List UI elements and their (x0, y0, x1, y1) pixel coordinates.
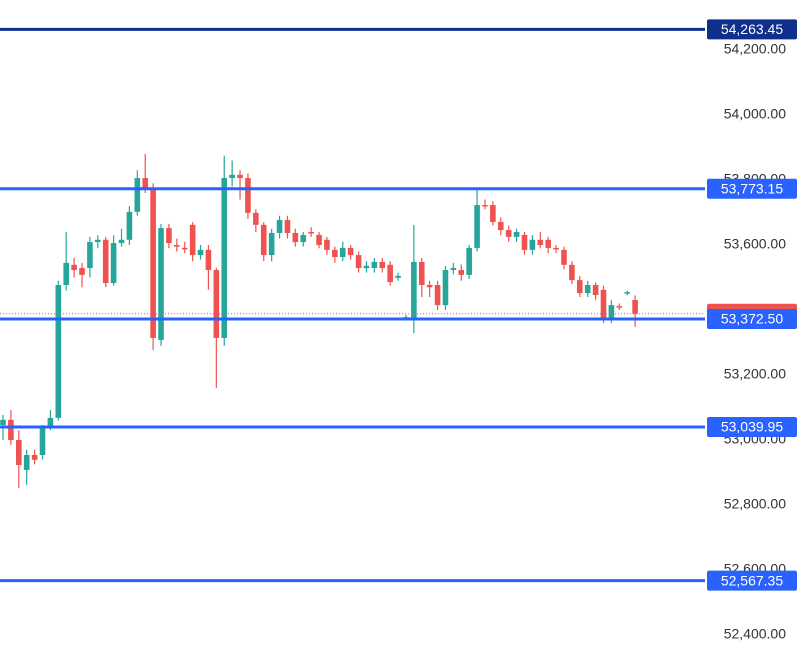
candle-body (118, 239, 125, 244)
level-box (707, 19, 797, 40)
level-box (707, 417, 797, 438)
candle-body (474, 205, 480, 248)
candle-body (442, 270, 449, 306)
candle-body (624, 292, 630, 294)
candle-body (276, 219, 283, 233)
y-tick-label: 52,400.00 (724, 626, 786, 642)
candle-body (292, 232, 299, 243)
candle-body (632, 299, 638, 314)
candle-body (71, 264, 77, 271)
candle-body (600, 289, 607, 321)
candle-body (545, 239, 551, 248)
candle-body (371, 261, 378, 269)
level-label: 53,039.95 (721, 419, 783, 435)
candle-body (387, 264, 393, 283)
candle-body (490, 205, 496, 222)
candle-body (221, 178, 228, 338)
candle-body (482, 205, 488, 207)
level-box (707, 178, 797, 199)
candle-body (316, 234, 322, 246)
candle-body (87, 242, 93, 269)
candle-body (205, 249, 212, 271)
candle-body (308, 232, 314, 234)
candle-body (553, 247, 559, 250)
candle-body (576, 280, 583, 294)
candle-body (95, 239, 101, 243)
candle-body (260, 224, 267, 256)
candle-body (237, 174, 243, 179)
candle-body (23, 454, 30, 470)
candle-body (466, 247, 472, 275)
candle-body (450, 268, 457, 271)
candle-body (355, 255, 362, 269)
candle-body (55, 284, 62, 418)
candle-body (411, 261, 417, 319)
candle-body (181, 247, 188, 250)
candle-body (505, 230, 512, 237)
candle-body (363, 265, 370, 269)
level-box (707, 308, 797, 329)
candle-body (126, 211, 133, 240)
candle-body (245, 178, 251, 213)
candle-body (537, 239, 544, 246)
candle-body (616, 306, 623, 308)
candle-body (102, 239, 109, 284)
candle-body (189, 224, 196, 256)
level-label: 52,567.35 (721, 572, 783, 588)
candle-body (395, 275, 401, 278)
candle-body (134, 178, 141, 212)
candle-body (166, 228, 172, 244)
candle-body (513, 232, 520, 237)
level-label: 53,372.50 (721, 311, 783, 327)
y-tick-label: 54,200.00 (724, 41, 786, 57)
candle-body (63, 262, 70, 285)
candle-body (300, 234, 307, 243)
candle-body (8, 419, 14, 441)
candle-body (174, 245, 180, 247)
y-tick-label: 52,800.00 (724, 496, 786, 512)
candle-body (142, 178, 149, 188)
candle-body (253, 212, 259, 225)
candle-body (110, 243, 117, 284)
candle-body (284, 219, 291, 233)
candle-body (47, 417, 54, 428)
candle-body (213, 270, 220, 338)
candle-body (418, 261, 425, 285)
candle-body (158, 228, 164, 340)
level-label: 53,773.15 (721, 180, 783, 196)
candle-body (197, 249, 204, 256)
candle-body (529, 239, 536, 250)
candle-body (521, 234, 528, 250)
candle-body (434, 284, 441, 306)
candle-body (332, 249, 338, 258)
candle-body (497, 221, 504, 231)
candle-body (31, 454, 38, 460)
level-label: 54,263.45 (721, 21, 783, 37)
candle-body (229, 174, 235, 179)
candle-body (79, 268, 85, 275)
y-tick-label: 54,000.00 (724, 106, 786, 122)
candle-body (339, 247, 346, 258)
candle-body (458, 270, 465, 275)
candle-body (584, 284, 591, 294)
candle-body (592, 284, 599, 296)
candle-body (39, 427, 46, 455)
candle-body (426, 284, 433, 288)
candle-body (608, 305, 615, 321)
candle-body (569, 264, 575, 281)
y-tick-label: 53,200.00 (724, 366, 786, 382)
candle-body (347, 247, 354, 256)
candle-body (16, 440, 22, 466)
candle-body (379, 261, 386, 269)
candle-body (268, 232, 275, 256)
candle-body (150, 187, 156, 338)
candle-body (0, 419, 6, 426)
y-tick-label: 53,600.00 (724, 236, 786, 252)
candle-body (324, 239, 330, 250)
candle-body (561, 249, 567, 265)
level-box (707, 570, 797, 591)
